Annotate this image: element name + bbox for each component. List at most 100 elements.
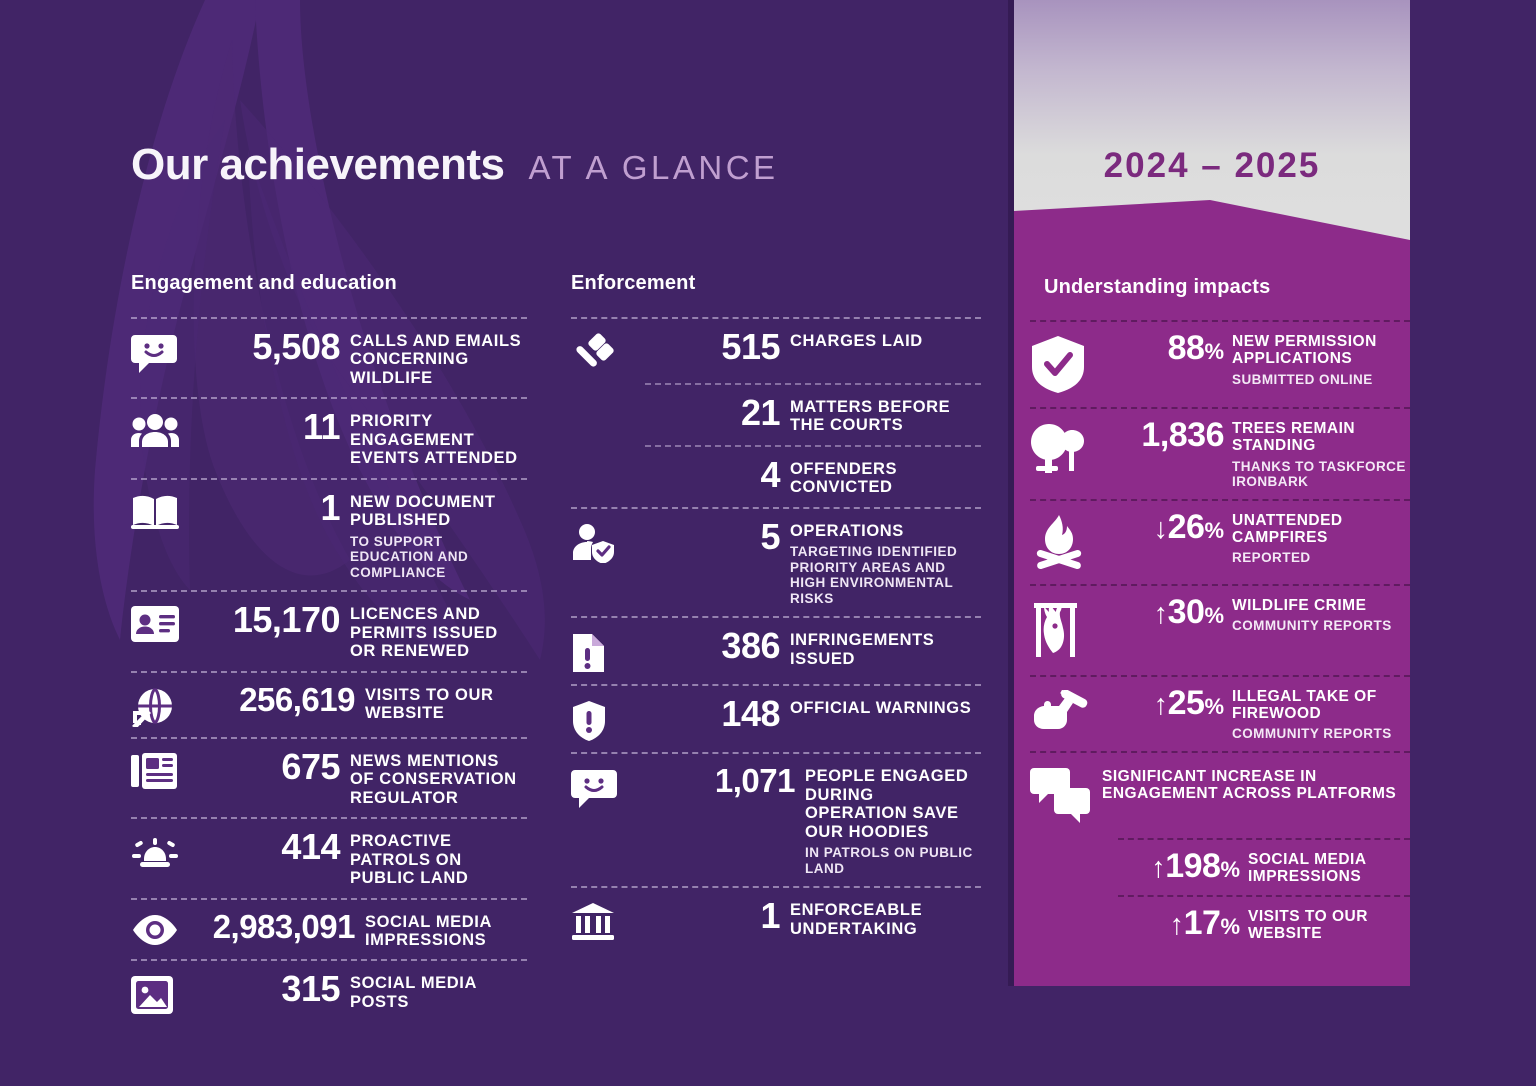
stat-row: 386 INFRINGEMENTS ISSUED (571, 616, 981, 684)
stat-text: CHARGES LAID (790, 329, 981, 350)
impact-text: ILLEGAL TAKE OF FIREWOOD COMMUNITY REPOR… (1232, 686, 1410, 742)
impact-row: ↑30% WILDLIFE CRIME COMMUNITY REPORTS (1030, 583, 1410, 675)
stat-row: 256,619 VISITS TO OUR WEBSITE (131, 670, 527, 737)
speech-bubble-smile-icon (131, 329, 205, 375)
stat-row: 315 SOCIAL MEDIA POSTS (131, 959, 527, 1025)
stat-label: NEW DOCUMENT PUBLISHED (350, 492, 496, 530)
eye-icon (131, 910, 205, 946)
impact-number: ↑198% (1151, 846, 1240, 885)
impact-sublabel: THANKS TO TASKFORCE IRONBARK (1232, 458, 1406, 490)
stat-text: SOCIAL MEDIA IMPRESSIONS (365, 910, 527, 950)
shield-check-icon (1030, 331, 1102, 398)
chat-bubbles-icon (1030, 762, 1102, 829)
news-article-icon (131, 749, 205, 789)
impact-text: NEW PERMISSION APPLICATIONS SUBMITTED ON… (1232, 331, 1410, 387)
stat-sublabel: TO SUPPORT EDUCATION AND COMPLIANCE (350, 533, 469, 580)
impact-number: ↑17% (1169, 903, 1240, 942)
impact-sublabel: COMMUNITY REPORTS (1232, 726, 1392, 742)
panel-shadow (1008, 0, 1016, 986)
stat-row: 4 OFFENDERS CONVICTED (645, 444, 981, 507)
stat-label: OFFICIAL WARNINGS (790, 699, 972, 718)
understanding-impacts-panel: 2024 – 2025 Understanding impacts 88% NE… (1014, 0, 1410, 986)
stat-number: 2,983,091 (212, 907, 356, 945)
stat-label: SOCIAL MEDIA POSTS (350, 974, 477, 1011)
page-header: Our achievements AT A GLANCE (131, 143, 779, 187)
impact-number: ↑30% (1153, 592, 1224, 631)
id-card-icon (131, 602, 205, 643)
stat-sublabel: TARGETING IDENTIFIED PRIORITY AREAS AND … (790, 544, 958, 606)
impact-text: TREES REMAIN STANDING THANKS TO TASKFORC… (1232, 418, 1410, 490)
up-arrow-icon: ↑ (1153, 597, 1169, 630)
up-arrow-icon: ↑ (1169, 908, 1185, 941)
stat-number: 4 (760, 453, 780, 495)
column-enforcement: Enforcement 515 CHARGES LAID 21 MATTERS … (571, 272, 981, 952)
stat-text: OPERATIONS TARGETING IDENTIFIED PRIORITY… (790, 519, 981, 607)
stat-row: 11 PRIORITY ENGAGEMENT EVENTS ATTENDED (131, 397, 527, 477)
stat-row: 414 PROACTIVE PATROLS ON PUBLIC LAND (131, 817, 527, 897)
stat-label: OPERATIONS (790, 521, 904, 540)
stat-number: 414 (281, 826, 340, 868)
stat-row: 5 OPERATIONS TARGETING IDENTIFIED PRIORI… (571, 506, 981, 617)
impact-label: ILLEGAL TAKE OF FIREWOOD (1232, 687, 1377, 723)
stat-number: 21 (740, 392, 781, 433)
stat-row: 21 MATTERS BEFORE THE COURTS (645, 383, 981, 445)
impact-text: SIGNIFICANT INCREASE IN ENGAGEMENT ACROS… (1102, 762, 1410, 803)
stat-number: 675 (281, 745, 340, 787)
stat-label: OFFENDERS CONVICTED (790, 459, 898, 497)
stat-number: 148 (721, 693, 780, 735)
stat-list-engagement: 5,508 CALLS AND EMAILS CONCERNING WILDLI… (131, 317, 527, 1025)
stat-label: PROACTIVE PATROLS ON PUBLIC LAND (350, 832, 469, 888)
stat-row: 1 NEW DOCUMENT PUBLISHED TO SUPPORT EDUC… (131, 477, 527, 590)
stat-text: LICENCES AND PERMITS ISSUED OR RENEWED (350, 602, 527, 660)
impact-text: VISITS TO OUR WEBSITE (1248, 906, 1410, 943)
stat-label: LICENCES AND PERMITS ISSUED OR RENEWED (350, 605, 498, 661)
impact-label: SOCIAL MEDIA IMPRESSIONS (1248, 850, 1366, 886)
stat-text: INFRINGEMENTS ISSUED (790, 628, 981, 668)
stat-row: 675 NEWS MENTIONS OF CONSERVATION REGULA… (131, 736, 527, 817)
officer-shield-icon (571, 519, 645, 563)
impact-sublabel: COMMUNITY REPORTS (1232, 618, 1392, 634)
impact-label: VISITS TO OUR WEBSITE (1248, 907, 1368, 943)
stat-number: 5 (760, 515, 780, 557)
stat-text: OFFICIAL WARNINGS (790, 696, 981, 717)
stat-label: MATTERS BEFORE THE COURTS (790, 398, 951, 435)
stat-row: 148 OFFICIAL WARNINGS (571, 684, 981, 752)
down-arrow-icon: ↓ (1153, 512, 1169, 545)
panel-heading: Understanding impacts (1044, 276, 1271, 298)
impact-sublabel: REPORTED (1232, 550, 1311, 566)
column-heading: Enforcement (571, 272, 696, 294)
panel-year-heading: 2024 – 2025 (1103, 146, 1321, 185)
stat-number: 256,619 (239, 680, 355, 718)
document-alert-icon (571, 628, 645, 674)
impact-row: 1,836 TREES REMAIN STANDING THANKS TO TA… (1030, 407, 1410, 499)
stat-sublabel: IN PATROLS ON PUBLIC LAND (805, 845, 973, 876)
stat-label: ENFORCEABLE UNDERTAKING (790, 901, 923, 938)
impact-text: WILDLIFE CRIME COMMUNITY REPORTS (1232, 595, 1410, 634)
stat-row: 15,170 LICENCES AND PERMITS ISSUED OR RE… (131, 590, 527, 670)
column-engagement-and-education: Engagement and education 5,508 CALLS AND… (131, 272, 527, 1025)
stat-list-enforcement: 515 CHARGES LAID 21 MATTERS BEFORE THE C… (571, 317, 981, 952)
impact-row: ↓26% UNATTENDED CAMPFIRES REPORTED (1030, 498, 1410, 584)
stat-label: VISITS TO OUR WEBSITE (365, 685, 494, 723)
stat-number: 386 (721, 625, 780, 667)
speech-bubble-smile-icon (571, 764, 645, 810)
stat-text: ENFORCEABLE UNDERTAKING (790, 898, 981, 938)
stat-number: 315 (281, 968, 340, 1010)
impact-number: ↓26% (1153, 507, 1224, 546)
stat-label: CALLS AND EMAILS CONCERNING WILDLIFE (350, 332, 522, 387)
impact-sublabel: SUBMITTED ONLINE (1232, 371, 1373, 387)
stat-number: 11 (302, 406, 341, 448)
impact-row: 88% NEW PERMISSION APPLICATIONS SUBMITTE… (1030, 320, 1410, 407)
impact-row: ↑25% ILLEGAL TAKE OF FIREWOOD COMMUNITY … (1030, 674, 1410, 751)
stat-label: CHARGES LAID (790, 332, 923, 350)
stat-label: INFRINGEMENTS ISSUED (790, 631, 935, 668)
stat-text: PRIORITY ENGAGEMENT EVENTS ATTENDED (350, 409, 527, 467)
stat-text: CALLS AND EMAILS CONCERNING WILDLIFE (350, 329, 527, 387)
siren-light-icon (131, 829, 205, 869)
stat-text: VISITS TO OUR WEBSITE (365, 683, 527, 723)
impact-row: SIGNIFICANT INCREASE IN ENGAGEMENT ACROS… (1030, 750, 1410, 838)
stat-number: 515 (721, 326, 780, 367)
impact-label: TREES REMAIN STANDING (1232, 420, 1356, 455)
image-photo-icon (131, 971, 205, 1015)
